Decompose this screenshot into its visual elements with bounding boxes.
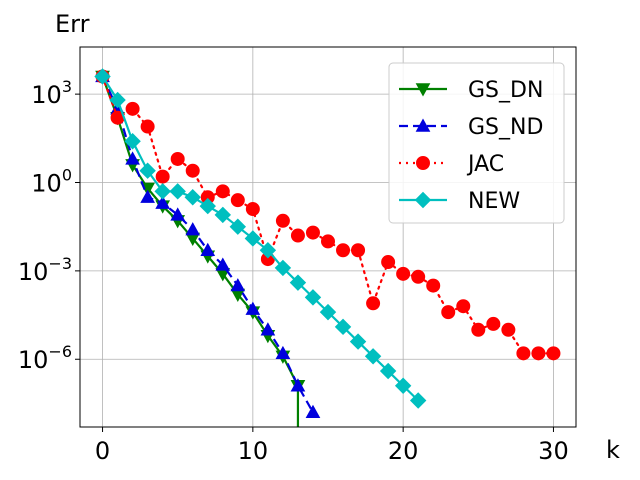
x-tick-label: 30: [538, 437, 569, 465]
legend-label: GS_DN: [468, 78, 543, 103]
data-point: [275, 345, 291, 360]
x-tick-label: 20: [388, 437, 419, 465]
data-point: [109, 91, 126, 109]
data-point: [304, 289, 322, 306]
data-point: [230, 278, 246, 292]
data-point: [366, 296, 381, 311]
data-point: [516, 346, 531, 361]
data-point: [260, 322, 276, 336]
data-point: [245, 301, 261, 315]
data-point: [215, 257, 231, 271]
data-point: [155, 195, 171, 209]
data-point: [244, 230, 262, 247]
data-point: [364, 348, 382, 365]
data-point: [396, 266, 411, 281]
data-point: [351, 243, 366, 258]
data-point: [139, 162, 156, 179]
data-point: [290, 378, 306, 392]
data-point: [215, 184, 230, 199]
legend-entry: NEW: [399, 189, 520, 214]
data-point: [546, 346, 561, 361]
data-point: [394, 377, 412, 394]
data-point: [125, 151, 140, 165]
legend-entry: JAC: [399, 152, 504, 177]
data-point: [290, 228, 305, 243]
data-point: [336, 243, 351, 258]
x-axis-label: k: [606, 436, 620, 464]
x-axis-ticks: 0 10 20 30: [95, 427, 569, 465]
data-point: [379, 362, 397, 380]
y-tick-label: 10−3: [18, 254, 72, 286]
data-point: [230, 193, 245, 208]
y-tick-label: 10−6: [18, 342, 72, 374]
data-point: [170, 207, 186, 221]
legend-entry: GS_ND: [399, 115, 543, 140]
data-point: [274, 259, 292, 277]
data-point: [305, 404, 321, 418]
legend-label: JAC: [466, 152, 504, 177]
y-axis-label: Err: [55, 10, 90, 38]
data-point: [124, 133, 141, 150]
data-point: [411, 269, 426, 284]
data-point: [140, 119, 155, 134]
series-lines: [94, 68, 561, 427]
data-point: [409, 392, 427, 409]
y-tick-label: 103: [31, 77, 72, 109]
legend-marker: [415, 118, 431, 132]
series-gs-nd: [95, 68, 321, 418]
data-point: [259, 242, 277, 259]
data-point: [289, 274, 307, 291]
data-point: [185, 163, 200, 178]
series-line: [101, 75, 419, 402]
plot-area-frame: [79, 46, 577, 428]
x-tick-label: 10: [238, 437, 269, 465]
series-new: [94, 68, 427, 409]
data-point: [456, 299, 471, 314]
legend-box: [388, 62, 565, 224]
data-point: [125, 101, 140, 116]
legend-marker: [416, 156, 430, 170]
data-point: [275, 213, 290, 228]
legend-marker: [414, 191, 432, 209]
data-point: [200, 242, 216, 256]
legend-marker: [415, 83, 431, 97]
legend-entry: GS_DN: [399, 78, 543, 103]
data-point: [321, 234, 335, 249]
legend: GS_DN GS_ND JAC NEW: [388, 62, 565, 224]
legend-label: GS_ND: [468, 115, 543, 140]
data-point: [349, 333, 367, 350]
data-point: [305, 225, 320, 240]
data-point: [486, 316, 501, 331]
data-point: [319, 303, 337, 321]
data-point: [154, 183, 171, 200]
data-point: [140, 189, 155, 203]
data-point: [334, 318, 352, 336]
data-point: [426, 278, 441, 293]
data-point: [501, 322, 516, 337]
data-point: [381, 255, 396, 270]
data-point: [199, 197, 216, 215]
data-point: [471, 322, 486, 337]
series-jac: [95, 69, 561, 361]
data-point: [184, 189, 201, 206]
data-point: [214, 206, 231, 224]
x-tick-label: 0: [95, 437, 110, 465]
data-point: [94, 68, 111, 85]
data-point: [155, 169, 170, 184]
legend-label: NEW: [468, 189, 520, 214]
data-point: [229, 218, 247, 235]
data-point: [170, 151, 185, 166]
y-axis-ticks: 103 100 10−3 10−6: [18, 77, 80, 374]
data-point: [441, 305, 456, 320]
data-point: [169, 183, 186, 200]
data-point: [245, 202, 260, 217]
y-tick-label: 100: [31, 166, 72, 198]
data-point: [185, 222, 201, 236]
data-point: [531, 346, 546, 361]
